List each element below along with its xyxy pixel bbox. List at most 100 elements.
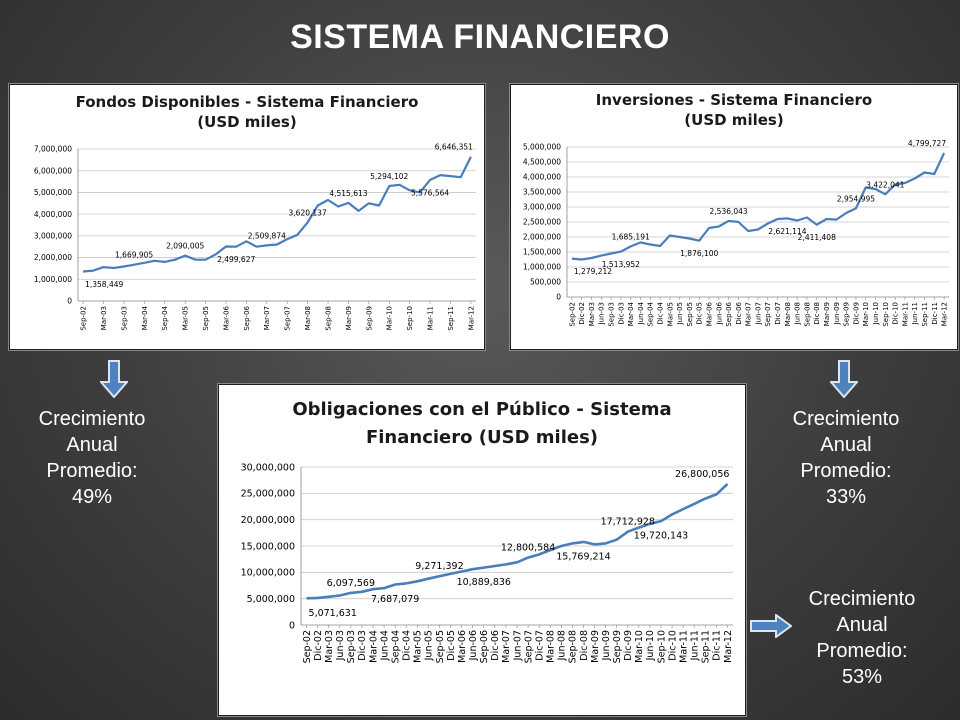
x-tick-label: Sep-08 <box>568 630 579 663</box>
x-tick-label: Dic-09 <box>852 302 860 325</box>
x-tick-label: Mar-08 <box>784 302 792 326</box>
x-tick-label: Jun-05 <box>424 630 435 661</box>
x-tick-label: Sep-11 <box>921 302 929 327</box>
x-tick-label: Jun-03 <box>335 630 346 661</box>
x-tick-label: Mar-03 <box>324 630 335 663</box>
x-tick-label: Jun-06 <box>468 630 479 661</box>
x-tick-label: Sep-06 <box>725 301 733 326</box>
x-tick-label: Sep-10 <box>656 630 667 663</box>
series-line <box>83 156 472 273</box>
x-tick-label: Dic-03 <box>617 302 625 325</box>
y-tick-label: 30,000,000 <box>241 462 295 473</box>
data-label: 5,071,631 <box>309 608 357 619</box>
x-tick-label: Sep-09 <box>365 306 373 331</box>
x-tick-label: Jun-09 <box>833 302 841 325</box>
chart-inversiones: Inversiones - Sistema Financiero (USD mil… <box>523 91 949 327</box>
data-label: 9,271,392 <box>415 561 463 572</box>
y-tick-label: 1,000,000 <box>523 263 561 272</box>
x-tick-label: Dic-11 <box>712 630 723 661</box>
x-tick-label: Sep-08 <box>324 306 332 331</box>
x-tick-label: Jun-08 <box>557 630 568 661</box>
x-tick-label: Mar-12 <box>941 302 949 326</box>
x-tick-label: Dic-02 <box>578 302 586 325</box>
data-label: 2,509,874 <box>248 231 286 240</box>
x-tick-label: Mar-07 <box>745 302 753 326</box>
x-tick-label: Mar-05 <box>182 306 190 330</box>
growth-line: Promedio: <box>800 460 892 482</box>
data-label: 3,620,137 <box>289 208 327 217</box>
x-tick-label: Mar-10 <box>386 306 394 330</box>
x-tick-label: Sep-02 <box>302 630 313 663</box>
x-tick-label: Sep-11 <box>701 630 712 663</box>
x-tick-label: Mar-08 <box>304 306 312 330</box>
x-tick-label: Jun-04 <box>379 630 390 661</box>
right-arrow-icon <box>750 614 792 638</box>
y-tick-label: 0 <box>67 297 72 306</box>
x-tick-label: Mar-10 <box>634 630 645 663</box>
x-tick-label: Sep-06 <box>479 630 490 663</box>
data-label: 26,800,056 <box>675 469 729 480</box>
down-arrow-icon <box>100 360 128 398</box>
chart-subtitle: (USD miles) <box>197 113 296 131</box>
y-tick-label: 15,000,000 <box>241 541 295 552</box>
x-tick-label: Dic-04 <box>402 630 413 661</box>
data-label: 5,294,102 <box>370 172 408 181</box>
data-label: 10,889,836 <box>457 577 511 588</box>
y-tick-label: 6,000,000 <box>34 166 72 175</box>
growth-value: 53% <box>841 666 883 688</box>
y-tick-label: 4,000,000 <box>523 173 561 182</box>
growth-line: Crecimiento <box>792 408 900 430</box>
page-title: SISTEMA FINANCIERO <box>290 18 670 56</box>
x-tick-label: Dic-11 <box>931 302 939 325</box>
x-tick-label: Jun-04 <box>637 301 645 325</box>
down-arrow-icon <box>830 360 858 398</box>
y-tick-label: 2,000,000 <box>523 233 561 242</box>
x-tick-label: Mar-03 <box>100 306 108 330</box>
data-label: 1,669,905 <box>115 251 153 260</box>
data-label: 15,769,214 <box>556 551 610 562</box>
y-tick-label: 2,000,000 <box>34 253 72 262</box>
x-tick-label: Sep-05 <box>202 306 210 331</box>
y-tick-label: 0 <box>556 293 561 302</box>
x-tick-label: Sep-04 <box>161 305 169 330</box>
x-tick-label: Mar-09 <box>345 306 353 330</box>
x-tick-label: Jun-07 <box>754 302 762 325</box>
y-tick-label: 1,000,000 <box>34 275 72 284</box>
x-tick-label: Sep-07 <box>284 306 292 331</box>
x-tick-label: Jun-11 <box>911 302 919 325</box>
x-tick-label: Mar-12 <box>467 306 475 330</box>
y-tick-label: 20,000,000 <box>241 515 295 526</box>
chart-title: Inversiones - Sistema Financiero <box>596 91 872 109</box>
data-label: 2,954,995 <box>837 194 875 203</box>
x-tick-label: Mar-03 <box>588 302 596 326</box>
growth-line: Anual <box>66 434 118 456</box>
x-tick-label: Sep-10 <box>882 302 890 327</box>
y-tick-label: 2,500,000 <box>523 218 561 227</box>
x-tick-label: Jun-10 <box>872 302 880 325</box>
growth-label-fondos: Crecimiento Anual Promedio: 49% <box>22 406 162 510</box>
x-tick-label: Sep-09 <box>843 302 851 327</box>
y-tick-label: 3,000,000 <box>34 231 72 240</box>
y-tick-label: 10,000,000 <box>241 568 295 579</box>
x-tick-label: Dic-05 <box>696 302 704 325</box>
x-tick-label: Sep-04 <box>647 301 655 326</box>
x-tick-label: Mar-11 <box>901 302 909 326</box>
y-tick-label: 5,000,000 <box>34 188 72 197</box>
y-tick-label: 1,500,000 <box>523 248 561 257</box>
x-tick-label: Dic-06 <box>735 301 743 324</box>
x-tick-label: Sep-03 <box>120 306 128 331</box>
data-label: 19,720,143 <box>634 531 688 542</box>
x-tick-label: Dic-03 <box>357 630 368 661</box>
x-tick-label: Dic-02 <box>313 630 324 661</box>
x-tick-label: Dic-08 <box>813 302 821 325</box>
x-tick-label: Dic-05 <box>446 630 457 661</box>
y-tick-label: 500,000 <box>530 278 561 287</box>
x-tick-label: Sep-08 <box>803 302 811 327</box>
x-tick-label: Dic-10 <box>667 630 678 661</box>
chart-title: Obligaciones con el Público - Sistema <box>292 399 671 420</box>
x-tick-label: Mar-08 <box>546 630 557 663</box>
data-label: 1,876,100 <box>680 249 718 258</box>
x-tick-label: Dic-04 <box>657 301 665 324</box>
x-tick-label: Sep-04 <box>390 630 401 663</box>
growth-line: Anual <box>836 614 888 636</box>
